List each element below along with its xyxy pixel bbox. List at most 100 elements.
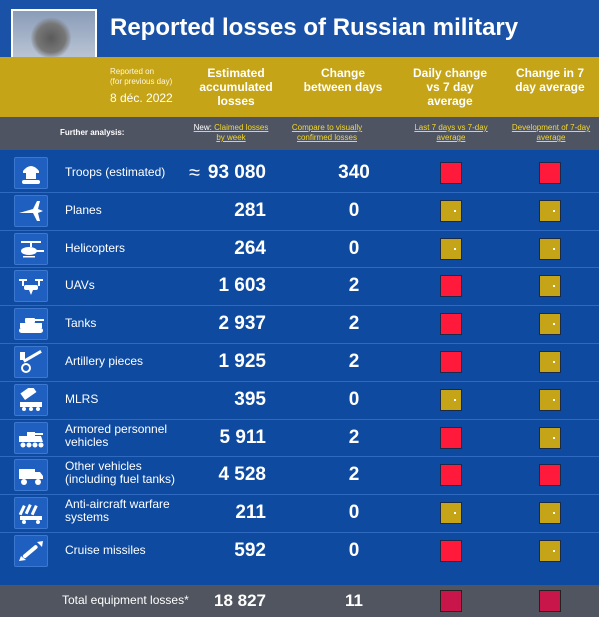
change-value: 2 (348, 464, 360, 485)
table-row: Cruise missiles 592 0 (0, 532, 599, 570)
row-divider (0, 456, 599, 457)
table-row: Planes 281 0 (0, 192, 599, 230)
daily-change-marker (440, 313, 462, 335)
row-label: Other vehicles (including fuel tanks) (65, 459, 176, 486)
accumulated-value: 592 (234, 540, 266, 561)
accumulated-value: 211 (235, 502, 266, 523)
row-divider (0, 419, 599, 420)
table-row: Armored personnel vehicles 5 911 2 (0, 419, 599, 457)
trend-change-marker (539, 502, 561, 524)
helicopter-icon (14, 233, 48, 265)
analysis-bar (0, 117, 599, 150)
artillery-icon (14, 346, 48, 378)
daily-change-marker (440, 351, 462, 373)
daily-change-marker (440, 464, 462, 486)
change-value: 0 (348, 502, 360, 523)
change-value: 0 (348, 389, 360, 410)
table-row: Helicopters 264 0 (0, 230, 599, 268)
total-daily-marker (440, 590, 462, 612)
row-divider (0, 230, 599, 231)
link-development-7day[interactable]: Development of 7-day average (511, 123, 591, 142)
row-divider (0, 494, 599, 495)
table-row: MLRS 395 0 (0, 381, 599, 419)
row-label: Helicopters (65, 241, 126, 255)
daily-change-marker (440, 502, 462, 524)
trend-change-marker (539, 162, 561, 184)
row-divider (0, 192, 599, 193)
row-label: Armored personnel vehicles (65, 422, 168, 449)
report-date: 8 déc. 2022 (110, 91, 173, 105)
change-value: 0 (348, 540, 360, 561)
daily-change-marker (440, 540, 462, 562)
row-label: Artillery pieces (65, 354, 144, 368)
tank-icon (14, 308, 48, 340)
row-divider (0, 343, 599, 344)
table-row: Other vehicles (including fuel tanks) 4 5… (0, 456, 599, 494)
link-compare-confirmed[interactable]: Compare to visually confirmed losses (291, 123, 363, 142)
accumulated-value: 93 080 (207, 162, 266, 183)
row-divider (0, 267, 599, 268)
accumulated-value: 395 (234, 389, 266, 410)
row-label: Cruise missiles (65, 543, 146, 557)
change-value: 2 (348, 351, 360, 372)
link-claimed-text[interactable]: Claimed losses by week (214, 123, 269, 142)
link-claimed-losses[interactable]: New: Claimed losses by week (191, 123, 271, 143)
change-value: 340 (338, 162, 370, 183)
table-row: UAVs 1 603 2 (0, 267, 599, 305)
missile-icon (14, 535, 48, 567)
trend-change-marker (539, 427, 561, 449)
change-value: 0 (348, 200, 360, 221)
table-row: Tanks 2 937 2 (0, 305, 599, 343)
trend-change-marker (539, 313, 561, 335)
jet-icon (14, 195, 48, 227)
accumulated-value: 281 (234, 200, 266, 221)
column-header-change-7day: Change in 7 day average (515, 66, 585, 94)
reported-on-label: Reported on (110, 67, 155, 76)
daily-change-marker (440, 200, 462, 222)
approx-symbol: ≈ (189, 162, 200, 184)
row-label: Anti-aircraft warfare systems (65, 497, 170, 524)
header (0, 0, 599, 57)
row-label: UAVs (65, 278, 95, 292)
total-value: 18 827 (214, 591, 266, 610)
anti-aircraft-icon (14, 497, 48, 529)
drone-icon (14, 270, 48, 302)
daily-change-marker (440, 427, 462, 449)
trend-change-marker (539, 464, 561, 486)
total-label: Total equipment losses* (62, 593, 189, 607)
row-divider (0, 532, 599, 533)
trend-change-marker (539, 200, 561, 222)
change-value: 0 (348, 238, 360, 259)
trend-change-marker (539, 275, 561, 297)
daily-change-marker (440, 275, 462, 297)
total-trend-marker (539, 590, 561, 612)
soldier-icon (14, 157, 48, 189)
accumulated-value: 264 (234, 238, 266, 259)
change-value: 2 (348, 427, 360, 448)
table-row: Artillery pieces 1 925 2 (0, 343, 599, 381)
new-prefix: New: (193, 123, 212, 132)
trend-change-marker (539, 540, 561, 562)
daily-change-marker (440, 389, 462, 411)
apc-icon (14, 422, 48, 454)
daily-change-marker (440, 162, 462, 184)
total-change: 11 (345, 591, 363, 610)
daily-change-marker (440, 238, 462, 260)
trend-change-marker (539, 238, 561, 260)
trend-change-marker (539, 351, 561, 373)
truck-icon (14, 459, 48, 491)
accumulated-value: 1 603 (218, 275, 266, 296)
accumulated-value: 5 911 (219, 427, 267, 448)
accumulated-value: 2 937 (218, 313, 266, 334)
row-label: MLRS (65, 392, 99, 406)
row-divider (0, 305, 599, 306)
change-value: 2 (348, 275, 360, 296)
page-title: Reported losses of Russian military (110, 14, 519, 41)
accumulated-value: 1 925 (218, 351, 266, 372)
report-date-block: Reported on (for previous day) 8 déc. 20… (110, 67, 195, 105)
reported-note: (for previous day) (110, 77, 173, 86)
trend-change-marker (539, 389, 561, 411)
row-label: Planes (65, 203, 102, 217)
link-last-7-days[interactable]: Last 7 days vs 7-day average (414, 123, 488, 142)
